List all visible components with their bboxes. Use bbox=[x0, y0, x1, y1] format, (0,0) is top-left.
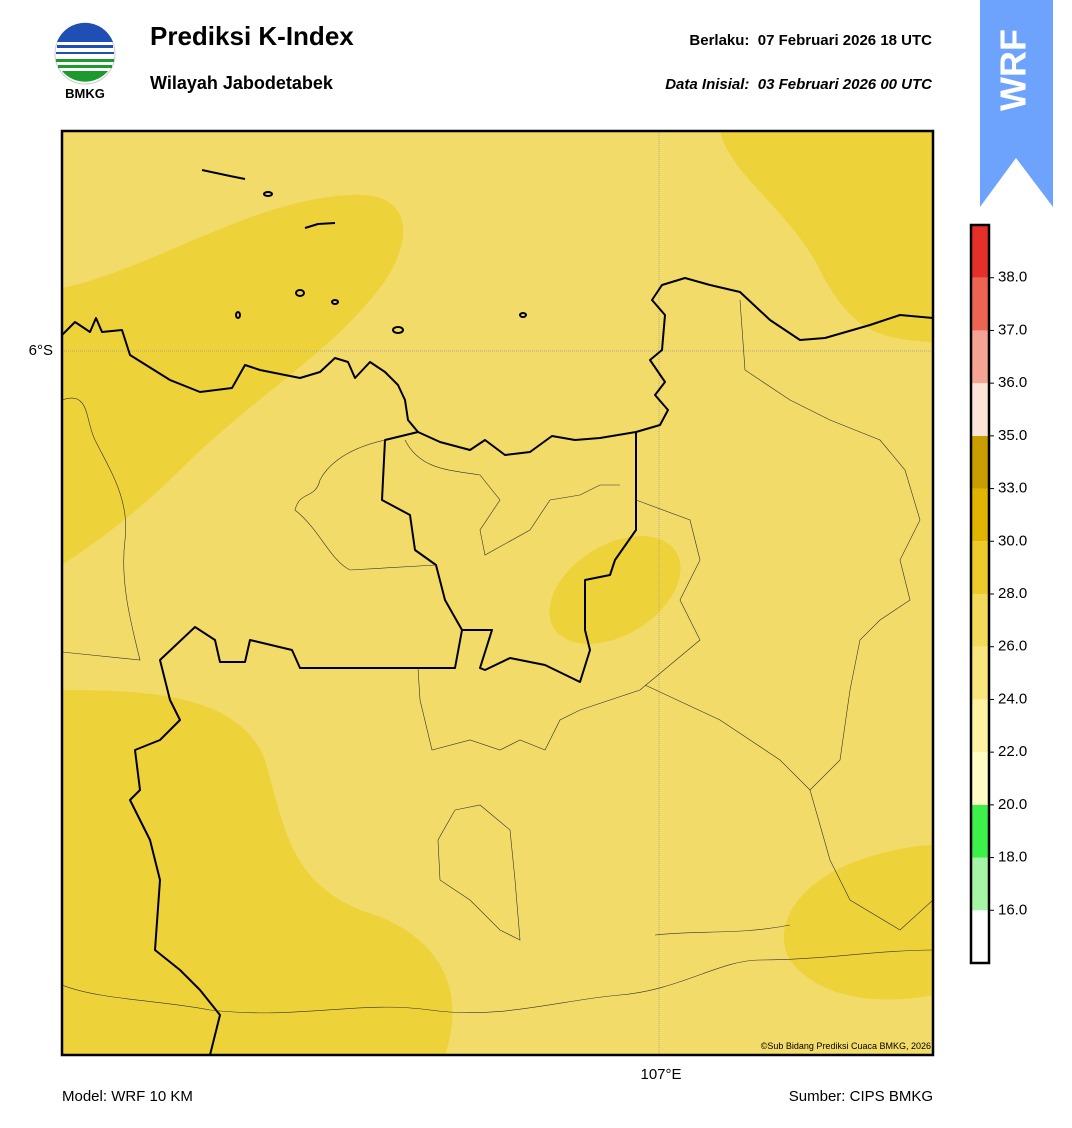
subtitle: Wilayah Jabodetabek bbox=[150, 73, 334, 93]
colorbar-band bbox=[971, 646, 989, 700]
logo-text: BMKG bbox=[65, 86, 105, 101]
colorbar-tick-label: 38.0 bbox=[998, 269, 1027, 286]
colorbar-band bbox=[971, 541, 989, 594]
badge-text: WRF bbox=[993, 29, 1034, 111]
colorbar-tick-label: 37.0 bbox=[998, 321, 1027, 338]
colorbar-band bbox=[971, 383, 989, 436]
colorbar-band bbox=[971, 435, 989, 489]
map: ©Sub Bidang Prediksi Cuaca BMKG, 2026 bbox=[62, 131, 933, 1055]
colorbar-tick-label: 35.0 bbox=[998, 427, 1027, 444]
colorbar-tick-label: 30.0 bbox=[998, 532, 1027, 549]
islands bbox=[201, 169, 527, 334]
colorbar-tick-label: 26.0 bbox=[998, 638, 1027, 655]
colorbar: 16.0 18.0 20.0 22.0 24.0 26.0 28.0 30.0 33.0 35.0… bbox=[969, 223, 1027, 965]
colorbar-tick-label: 20.0 bbox=[998, 796, 1027, 813]
logo: BMKG bbox=[54, 22, 116, 101]
valid-time: Berlaku: 07 Februari 2026 18 UTC bbox=[689, 32, 932, 49]
colorbar-band bbox=[971, 910, 989, 963]
colorbar-band bbox=[971, 225, 989, 278]
colorbar-tick-label: 18.0 bbox=[998, 849, 1027, 866]
source-label: Sumber: CIPS BMKG bbox=[789, 1088, 933, 1105]
colorbar-tick-label: 33.0 bbox=[998, 480, 1027, 497]
district-borders bbox=[62, 299, 933, 1014]
colorbar-band bbox=[971, 488, 989, 542]
province-border bbox=[129, 431, 463, 1055]
badge bbox=[980, 0, 1053, 207]
lon-label: 107°E bbox=[640, 1066, 681, 1083]
coastline bbox=[62, 277, 933, 456]
colorbar-band bbox=[971, 330, 989, 384]
colorbar-tick-label: 22.0 bbox=[998, 743, 1027, 760]
colorbar-band bbox=[971, 752, 989, 805]
colorbar-band bbox=[971, 857, 989, 911]
copyright: ©Sub Bidang Prediksi Cuaca BMKG, 2026 bbox=[761, 1041, 931, 1051]
colorbar-band bbox=[971, 594, 989, 647]
initial-time: Data Inisial: 03 Februari 2026 00 UTC bbox=[665, 76, 933, 93]
model-label: Model: WRF 10 KM bbox=[62, 1088, 193, 1105]
k-index-zones bbox=[62, 131, 933, 1055]
lat-label: 6°S bbox=[29, 342, 53, 359]
colorbar-band bbox=[971, 699, 989, 753]
map-frame bbox=[60, 129, 935, 1057]
colorbar-tick-label: 16.0 bbox=[998, 901, 1027, 918]
colorbar-band bbox=[971, 277, 989, 331]
colorbar-tick-label: 28.0 bbox=[998, 585, 1027, 602]
province-border bbox=[462, 432, 637, 683]
colorbar-band bbox=[971, 804, 989, 858]
colorbar-tick-label: 36.0 bbox=[998, 374, 1027, 391]
title: Prediksi K-Index bbox=[150, 21, 354, 51]
colorbar-tick-label: 24.0 bbox=[998, 690, 1027, 707]
